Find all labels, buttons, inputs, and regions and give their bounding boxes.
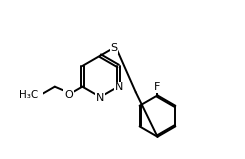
Text: H₃C: H₃C [19, 90, 39, 100]
Text: N: N [96, 93, 104, 103]
Text: N: N [115, 83, 123, 92]
Text: O: O [64, 90, 73, 100]
Text: S: S [110, 43, 118, 53]
Text: F: F [154, 82, 161, 92]
